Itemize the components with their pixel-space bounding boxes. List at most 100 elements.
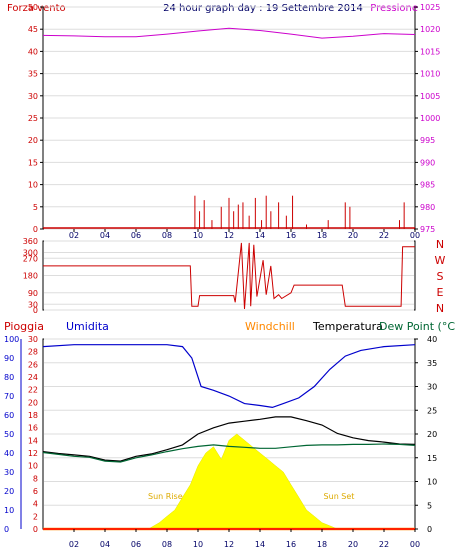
- direction-tick-label: 300: [23, 249, 38, 258]
- pressure-tick-label: 990: [420, 158, 435, 167]
- compass-label: E: [437, 286, 444, 299]
- humidity-tick-label: 80: [4, 373, 14, 382]
- rain-tick-label: 10: [28, 462, 38, 471]
- rain-tick-label: 24: [28, 373, 38, 382]
- sunrise-label: Sun Rise: [148, 492, 183, 501]
- pressure-tick-label: 1000: [420, 114, 440, 123]
- humidity-tick-label: 90: [4, 354, 14, 363]
- x-tick-label: 20: [348, 540, 358, 549]
- rain-tick-label: 12: [28, 449, 38, 458]
- temperature-tick-label: 15: [427, 454, 437, 463]
- pressure-tick-label: 985: [420, 181, 435, 190]
- x-tick-label: 16: [286, 540, 296, 549]
- wind-tick-label: 45: [28, 25, 38, 34]
- rain-tick-label: 0: [33, 525, 38, 534]
- direction-tick-label: 180: [23, 272, 38, 281]
- wind-tick-label: 20: [28, 136, 38, 145]
- wind-tick-label: 50: [28, 3, 38, 12]
- x-tick-label: 08: [162, 540, 172, 549]
- x-tick-label: 06: [131, 540, 141, 549]
- rain-tick-label: 8: [33, 474, 38, 483]
- temperature-tick-label: 20: [427, 430, 437, 439]
- x-tick-label: 12: [224, 231, 234, 240]
- humidity-tick-label: 50: [4, 430, 14, 439]
- humidity-tick-label: 100: [4, 335, 19, 344]
- rain-tick-label: 20: [28, 398, 38, 407]
- direction-tick-label: 90: [28, 289, 38, 298]
- solar-area: [147, 433, 338, 530]
- humidity-tick-label: 0: [4, 525, 9, 534]
- direction-tick-label: 270: [23, 254, 38, 263]
- pressure-tick-label: 1020: [420, 25, 440, 34]
- x-tick-label: 18: [317, 540, 327, 549]
- compass-label: N: [436, 238, 444, 251]
- x-tick-label: 10: [193, 540, 203, 549]
- x-tick-label: 18: [317, 231, 327, 240]
- rain-tick-label: 26: [28, 360, 38, 369]
- dewpoint-line: [42, 443, 416, 463]
- humidity-tick-label: 20: [4, 487, 14, 496]
- rain-tick-label: 22: [28, 386, 38, 395]
- humidity-tick-label: 60: [4, 411, 14, 420]
- wind-tick-label: 25: [28, 114, 38, 123]
- wind-tick-label: 5: [33, 203, 38, 212]
- x-tick-label: 06: [131, 231, 141, 240]
- x-tick-label: 02: [69, 231, 79, 240]
- pressure-tick-label: 1015: [420, 47, 440, 56]
- x-tick-label: 10: [193, 231, 203, 240]
- x-tick-label: 12: [224, 540, 234, 549]
- rain-tick-label: 2: [33, 512, 38, 521]
- pressure-tick-label: 980: [420, 203, 435, 212]
- x-tick-label: 08: [162, 231, 172, 240]
- wind-tick-label: 40: [28, 47, 38, 56]
- x-tick-label: 16: [286, 231, 296, 240]
- rain-tick-label: 4: [33, 500, 38, 509]
- x-tick-label: 20: [348, 231, 358, 240]
- x-tick-label: 14: [255, 540, 265, 549]
- temperature-tick-label: 25: [427, 406, 437, 415]
- x-tick-label: 00: [410, 231, 420, 240]
- temperature-tick-label: 35: [427, 359, 437, 368]
- temperature-tick-label: 30: [427, 383, 437, 392]
- rain-tick-label: 16: [28, 424, 38, 433]
- humidity-legend: Umidita: [66, 320, 109, 333]
- humidity-tick-label: 70: [4, 392, 14, 401]
- humidity-tick-label: 30: [4, 468, 14, 477]
- wind-tick-label: 15: [28, 158, 38, 167]
- pressure-axis-title: Pressione: [370, 3, 418, 14]
- humidity-tick-label: 40: [4, 449, 14, 458]
- wind-tick-label: 30: [28, 92, 38, 101]
- x-tick-label: 04: [100, 231, 110, 240]
- rain-tick-label: 14: [28, 436, 38, 445]
- pressure-tick-label: 1010: [420, 70, 440, 79]
- x-tick-label: 00: [410, 540, 420, 549]
- rain-tick-label: 18: [28, 411, 38, 420]
- chart-title: 24 hour graph day : 19 Settembre 2014: [163, 3, 363, 14]
- x-tick-label: 22: [379, 540, 389, 549]
- temperature-legend: Temperatura: [312, 320, 383, 333]
- pressure-tick-label: 1005: [420, 92, 440, 101]
- rain-legend: Pioggia: [4, 320, 44, 333]
- wind-tick-label: 35: [28, 70, 38, 79]
- direction-tick-label: 0: [33, 306, 38, 315]
- direction-line: [43, 242, 415, 310]
- compass-label: S: [437, 270, 444, 283]
- temperature-tick-label: 5: [427, 501, 432, 510]
- x-tick-label: 04: [100, 540, 110, 549]
- rain-tick-label: 28: [28, 348, 38, 357]
- rain-tick-label: 6: [33, 487, 38, 496]
- pressure-tick-label: 975: [420, 225, 435, 234]
- temperature-tick-label: 10: [427, 478, 437, 487]
- windchill-legend: Windchill: [245, 320, 295, 333]
- sunset-label: Sun Set: [324, 492, 355, 501]
- x-tick-label: 22: [379, 231, 389, 240]
- direction-tick-label: 30: [28, 300, 38, 309]
- rain-tick-label: 30: [28, 335, 38, 344]
- direction-tick-label: 360: [23, 237, 38, 246]
- temperature-tick-label: 40: [427, 335, 437, 344]
- wind-axis-title: Forza vento: [7, 3, 66, 14]
- humidity-tick-label: 10: [4, 506, 14, 515]
- compass-label: N: [436, 302, 444, 315]
